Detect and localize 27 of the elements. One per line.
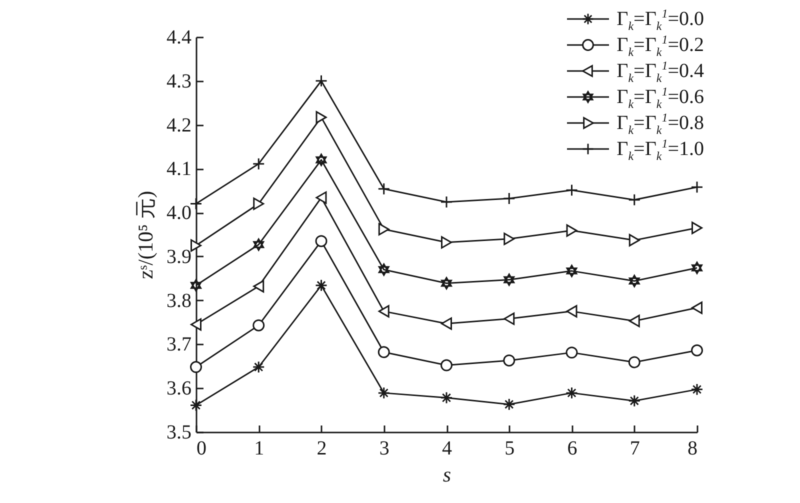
- x-tick-label: 7: [630, 438, 640, 460]
- x-tick-label: 4: [442, 438, 452, 460]
- y-tick-label: 4.4: [166, 26, 192, 48]
- y-tick-label: 4.2: [166, 114, 192, 136]
- x-axis-title: s: [442, 462, 452, 486]
- x-tick-label: 0: [196, 438, 206, 460]
- y-tick-label: 4.1: [166, 158, 192, 180]
- x-tick-label: 6: [567, 438, 578, 460]
- y-tick-label: 3.6: [166, 378, 192, 400]
- x-tick-label: 2: [316, 438, 327, 460]
- legend-label: Γ$_{k}$=Γ$_{k}$$^{1}$=0.0: [616, 6, 704, 33]
- y-tick-label: 3.8: [166, 290, 192, 312]
- legend-label: Γ$_{k}$=Γ$_{k}$$^{1}$=1.0: [616, 136, 704, 163]
- y-tick-label: 3.5: [166, 422, 192, 444]
- y-tick-label: 3.7: [166, 334, 192, 356]
- y-tick-label: 4.3: [166, 70, 192, 92]
- x-tick-label: 5: [504, 438, 515, 460]
- x-tick-label: 3: [379, 438, 390, 460]
- legend-label: Γ$_{k}$=Γ$_{k}$$^{1}$=0.8: [616, 110, 704, 137]
- y-axis-title: zˢ/(10⁵ 元): [134, 190, 158, 280]
- x-tick-label: 1: [254, 438, 264, 460]
- legend-label: Γ$_{k}$=Γ$_{k}$$^{1}$=0.2: [616, 32, 704, 59]
- legend-label: Γ$_{k}$=Γ$_{k}$$^{1}$=0.6: [616, 84, 704, 111]
- y-tick-label: 3.9: [166, 246, 192, 268]
- y-tick-label: 4.0: [166, 202, 192, 224]
- x-tick-label: 8: [688, 438, 698, 460]
- legend-label: Γ$_{k}$=Γ$_{k}$$^{1}$=0.4: [616, 58, 704, 85]
